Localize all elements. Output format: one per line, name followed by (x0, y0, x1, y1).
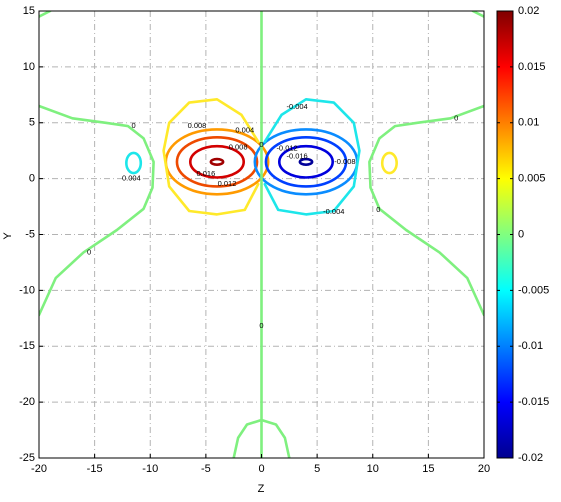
contour-label: -0.012 (276, 143, 297, 152)
colorbar-tick-label: 0.015 (518, 61, 546, 73)
y-tick-label: -20 (19, 396, 35, 408)
contour-label: 0.008 (229, 142, 248, 151)
contour-label: 0 (131, 121, 135, 130)
contour-label: -0.004 (286, 102, 307, 111)
contour-line (264, 135, 348, 188)
colorbar-ticks: -0.02 -0.015 -0.01 -0.005 0 0.005 0.01 0.015 0.0… (497, 5, 549, 464)
x-tick-label: -5 (201, 463, 211, 475)
contour-label: -0.008 (334, 157, 355, 166)
contour-label: 0.004 (235, 126, 254, 135)
contour-line (277, 144, 334, 179)
contour-line (471, 11, 484, 18)
y-axis-label: Y (2, 232, 14, 240)
colorbar-tick-label: 0.02 (518, 5, 539, 17)
contour-line (298, 157, 314, 166)
contour-line (189, 144, 246, 179)
colorbar-tick-label: 0.01 (518, 117, 539, 129)
contour-label: -0.016 (286, 151, 307, 160)
y-tick-label: 10 (23, 61, 35, 73)
y-tick-label: 0 (29, 173, 35, 185)
contour-line (232, 418, 291, 458)
x-tick-label: -15 (87, 463, 103, 475)
x-tick-label: 20 (478, 463, 490, 475)
x-tick-label: -20 (31, 463, 47, 475)
y-tick-label: -5 (25, 228, 35, 240)
colorbar-tick-label: 0.005 (518, 173, 546, 185)
x-axis-label: Z (258, 483, 265, 495)
contour-label: -0.004 (323, 207, 344, 216)
y-tick-label: 15 (23, 5, 35, 17)
colorbar-tick-label: 0 (518, 228, 524, 240)
contour-label: 0 (454, 113, 458, 122)
contour-line (162, 98, 260, 216)
y-tick-label: -10 (19, 284, 35, 296)
contour-label: 0 (259, 321, 263, 330)
colorbar-tick-label: -0.005 (518, 284, 549, 296)
contour-label: 0.012 (218, 179, 237, 188)
x-tick-label: 10 (367, 463, 379, 475)
colorbar-tick-label: -0.02 (518, 452, 543, 464)
contour-line (209, 157, 225, 166)
contour-label: 0.008 (188, 121, 207, 130)
x-tick-label: 15 (422, 463, 434, 475)
contour-line (380, 151, 398, 175)
contour-line (39, 11, 52, 18)
y-axis-ticks: -25 -20 -15 -10 -5 0 5 10 15 (19, 5, 43, 464)
contour-lines (39, 11, 484, 458)
contour-label: 0 (87, 247, 91, 256)
contour-line (263, 98, 361, 216)
contour-label: 0.016 (196, 169, 215, 178)
contour-line (125, 151, 143, 175)
y-tick-label: 5 (29, 117, 35, 129)
colorbar-tick-label: -0.015 (518, 396, 549, 408)
x-tick-label: -10 (142, 463, 158, 475)
y-tick-label: -25 (19, 452, 35, 464)
y-tick-label: -15 (19, 340, 35, 352)
colorbar-tick-label: -0.01 (518, 340, 543, 352)
contour-label: 0.004 (122, 174, 141, 183)
contour-line (368, 104, 484, 317)
contour-label: 0 (259, 140, 263, 149)
contour-label: 0 (376, 205, 380, 214)
x-axis-ticks: -20 -15 -10 -5 0 5 10 15 20 (31, 454, 490, 475)
contour-line (39, 104, 155, 317)
x-tick-label: 5 (314, 463, 320, 475)
x-tick-label: 0 (258, 463, 264, 475)
contour-line (175, 135, 259, 188)
